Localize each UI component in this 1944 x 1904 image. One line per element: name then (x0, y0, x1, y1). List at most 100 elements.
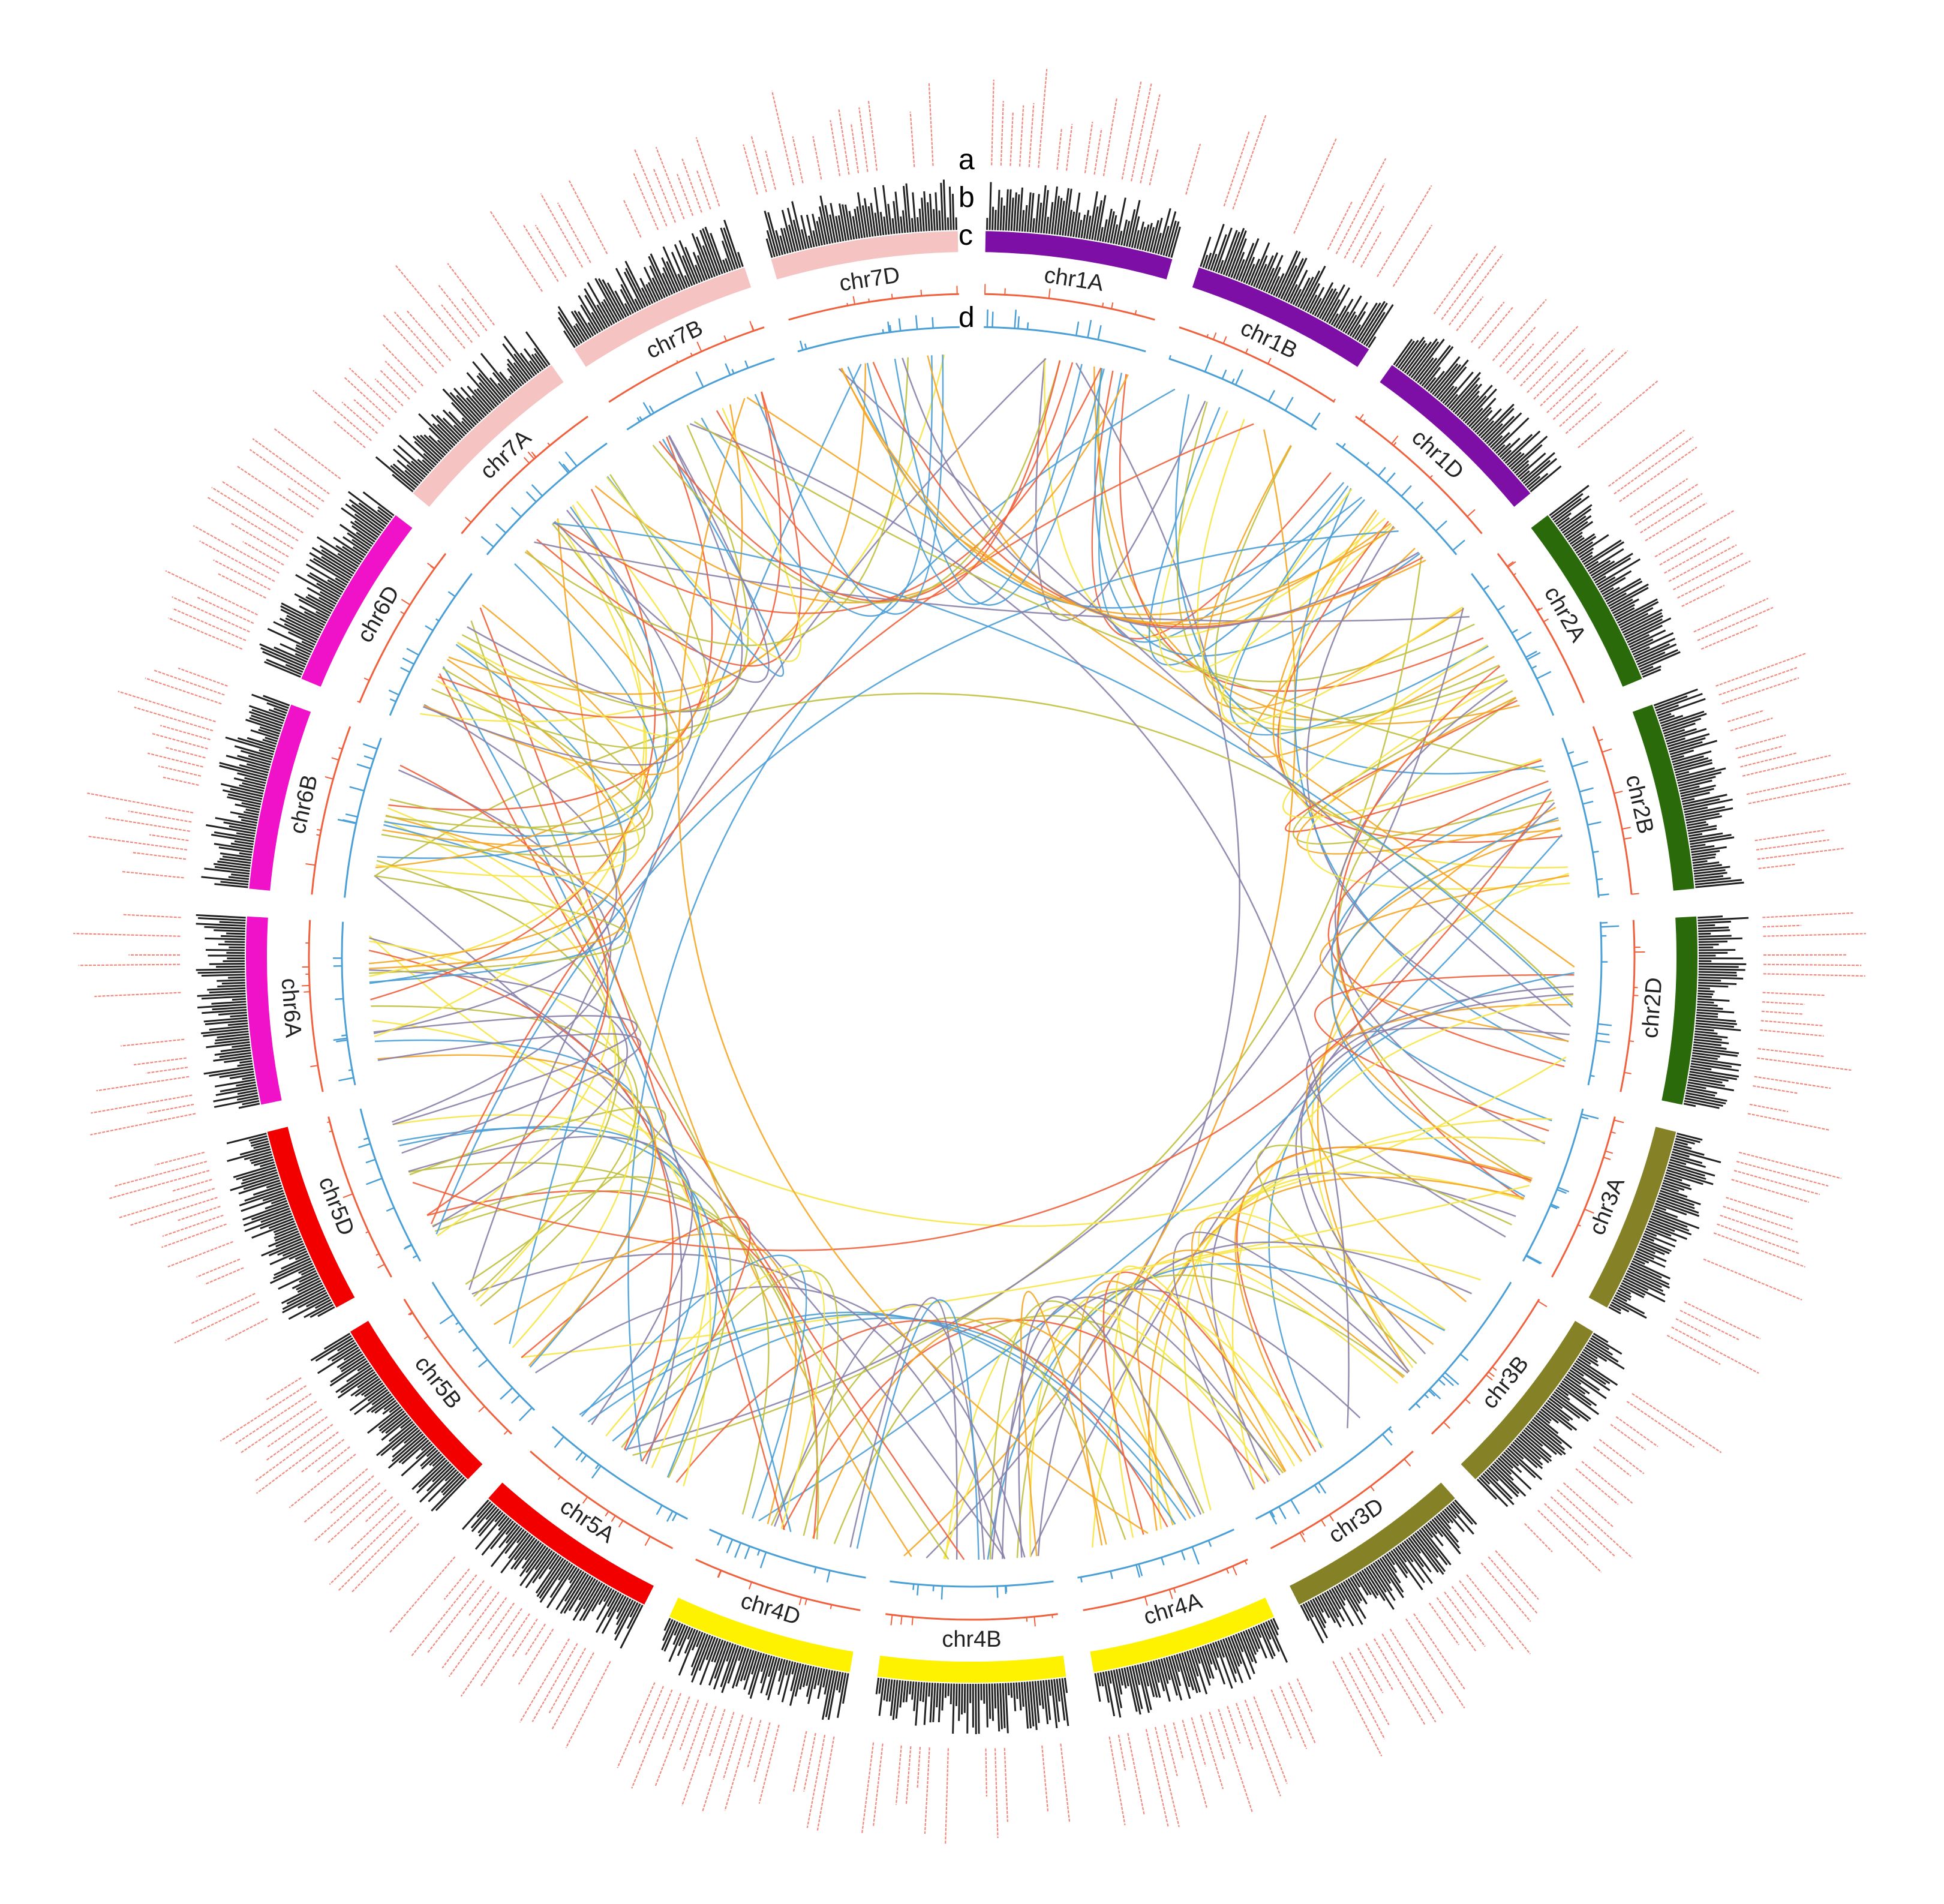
gene-tick (510, 1537, 536, 1570)
gene-id-label-mark (1413, 1613, 1465, 1690)
gene-tick (489, 377, 507, 399)
gene-tick (1059, 200, 1065, 236)
gene-tick (1688, 1076, 1723, 1084)
gene-tick (1497, 1457, 1532, 1490)
gene-tick (857, 192, 866, 238)
gene-tick (374, 1397, 395, 1414)
gene-tick (919, 1682, 923, 1701)
gene-tick (1629, 1265, 1670, 1286)
gene-tick (1312, 1598, 1327, 1624)
gene-tick (1522, 460, 1551, 484)
gene-tick (1062, 188, 1069, 236)
gene-tick (601, 301, 615, 325)
gene-tick (721, 240, 734, 271)
gene-tick (1094, 1673, 1101, 1702)
gene-tick (624, 303, 632, 316)
track-c-spike (731, 368, 735, 374)
gene-id-label-mark (374, 378, 404, 407)
gene-id-label-mark (160, 725, 211, 741)
gene-tick (1247, 1629, 1259, 1653)
gene-tick (428, 435, 448, 454)
gene-tick (411, 1457, 446, 1490)
track-c-spike (1138, 1564, 1143, 1576)
gene-id-label-mark (1253, 1696, 1288, 1784)
synteny-link (1282, 644, 1542, 819)
gene-tick (1658, 714, 1675, 722)
gene-tick (1698, 937, 1742, 941)
synteny-link (1183, 1172, 1524, 1510)
gene-tick (1091, 206, 1099, 240)
gene-tick (1462, 395, 1487, 422)
synteny-link (1018, 1296, 1202, 1558)
gene-tick (1663, 1179, 1692, 1191)
gene-tick (251, 1220, 295, 1239)
track-c-arc (1587, 921, 1603, 1086)
gene-tick (783, 227, 792, 253)
gene-tick (1692, 1052, 1720, 1058)
synteny-link (1136, 1249, 1404, 1525)
gene-tick (281, 1282, 323, 1304)
gene-tick (557, 306, 583, 344)
synteny-link (370, 488, 656, 1001)
gene-tick (1252, 1626, 1267, 1659)
gene-tick (378, 1408, 403, 1429)
track-c-spike (1441, 1375, 1455, 1386)
gene-tick (350, 1376, 379, 1397)
gene-tick (1470, 407, 1492, 430)
gene-tick (1593, 557, 1631, 581)
gene-id-label-mark (1360, 232, 1382, 268)
gene-id-label-mark (1626, 1401, 1695, 1448)
gene-id-label-mark (1296, 1678, 1313, 1712)
gene-id-label-mark (1763, 973, 1865, 977)
gene-tick (292, 1275, 319, 1290)
gene-tick (1147, 1662, 1158, 1698)
gene-tick (749, 1653, 765, 1699)
gene-tick (1020, 1682, 1024, 1707)
track-c-spike (1579, 787, 1594, 793)
gene-tick (466, 372, 497, 407)
gene-id-label-mark (1634, 483, 1699, 525)
gene-tick (1608, 583, 1649, 607)
chromosome-band-chr3d (1290, 1482, 1455, 1605)
gene-tick (1637, 651, 1666, 666)
synteny-link (716, 360, 1061, 602)
synteny-link (758, 834, 1563, 1522)
gene-tick (381, 1416, 410, 1441)
synteny-link (557, 518, 912, 1557)
chromosome-band-chr5d (267, 1127, 355, 1308)
chromosome-band-chr7d (771, 231, 959, 280)
gene-tick (1665, 1172, 1703, 1185)
track-c-arc (1522, 1108, 1584, 1262)
gene-tick (1664, 1176, 1691, 1187)
gene-id-label-mark (199, 540, 275, 582)
gene-tick (775, 230, 784, 256)
track-c-spike (1207, 1540, 1212, 1547)
gene-tick (246, 763, 270, 771)
gene-tick (887, 203, 893, 235)
gene-id-label-mark (695, 137, 720, 207)
gene-tick (214, 883, 248, 888)
gene-id-label-mark (153, 669, 225, 696)
gene-tick (275, 1230, 299, 1242)
track-c-spike (500, 1387, 513, 1400)
gene-tick (1051, 186, 1058, 235)
gene-tick (1510, 436, 1548, 470)
gene-tick (1690, 1068, 1739, 1078)
gene-tick (695, 265, 703, 282)
gene-tick (215, 1086, 257, 1097)
synteny-link (1306, 677, 1570, 890)
track-b-arc (461, 415, 588, 534)
track-c-spike (363, 755, 374, 760)
gene-tick (499, 371, 516, 392)
gene-id-label-mark (1727, 710, 1765, 723)
gene-tick (1021, 210, 1025, 232)
gene-tick (1693, 866, 1730, 872)
gene-tick (231, 873, 250, 878)
gene-tick (1444, 371, 1474, 406)
gene-tick (243, 1176, 280, 1190)
gene-tick (1314, 282, 1334, 317)
gene-tick (578, 1576, 594, 1600)
gene-tick (304, 1301, 333, 1319)
gene-tick (1669, 740, 1718, 755)
gene-id-label-mark (1433, 252, 1479, 315)
